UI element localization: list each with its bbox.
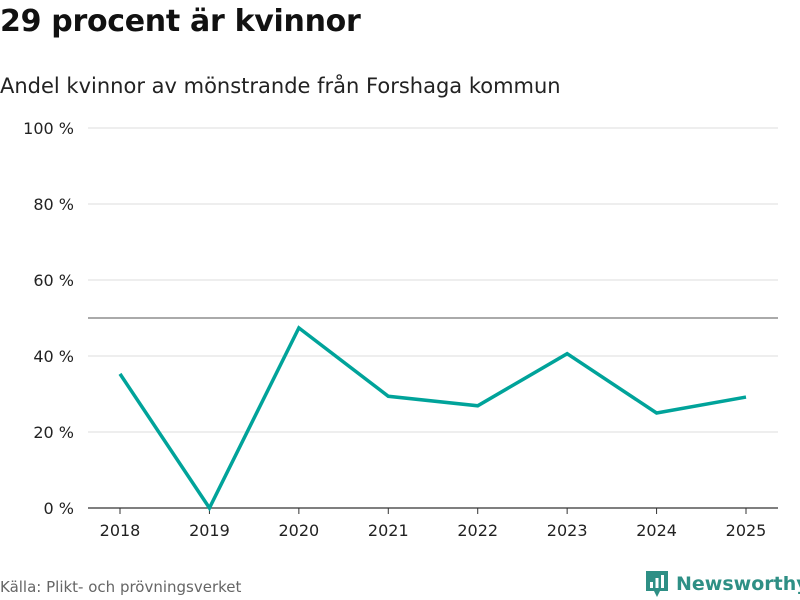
x-tick-label: 2021 [368,521,409,540]
y-tick-label: 0 % [44,499,74,518]
series-line [118,325,747,512]
newsworthy-logo-icon [646,571,668,597]
chart-subtitle: Andel kvinnor av mönstrande från Forshag… [0,74,561,98]
y-tick-label: 80 % [33,195,74,214]
x-tick-label: 2023 [547,521,588,540]
x-tick-label: 2025 [726,521,767,540]
x-tick-label: 2018 [100,521,141,540]
x-tick-label: 2022 [457,521,498,540]
brand-name: Newsworthy [676,573,800,595]
x-tick-label: 2019 [189,521,230,540]
brand-logo: Newsworthy [644,569,800,599]
source-note: Källa: Plikt- och prövningsverket [0,578,242,596]
x-tick-label: 2020 [278,521,319,540]
chart-title: 29 procent är kvinnor [0,4,361,39]
y-tick-label: 20 % [33,423,74,442]
y-tick-label: 100 % [23,119,74,138]
x-tick-label: 2024 [636,521,677,540]
y-tick-label: 40 % [33,347,74,366]
y-tick-label: 60 % [33,271,74,290]
